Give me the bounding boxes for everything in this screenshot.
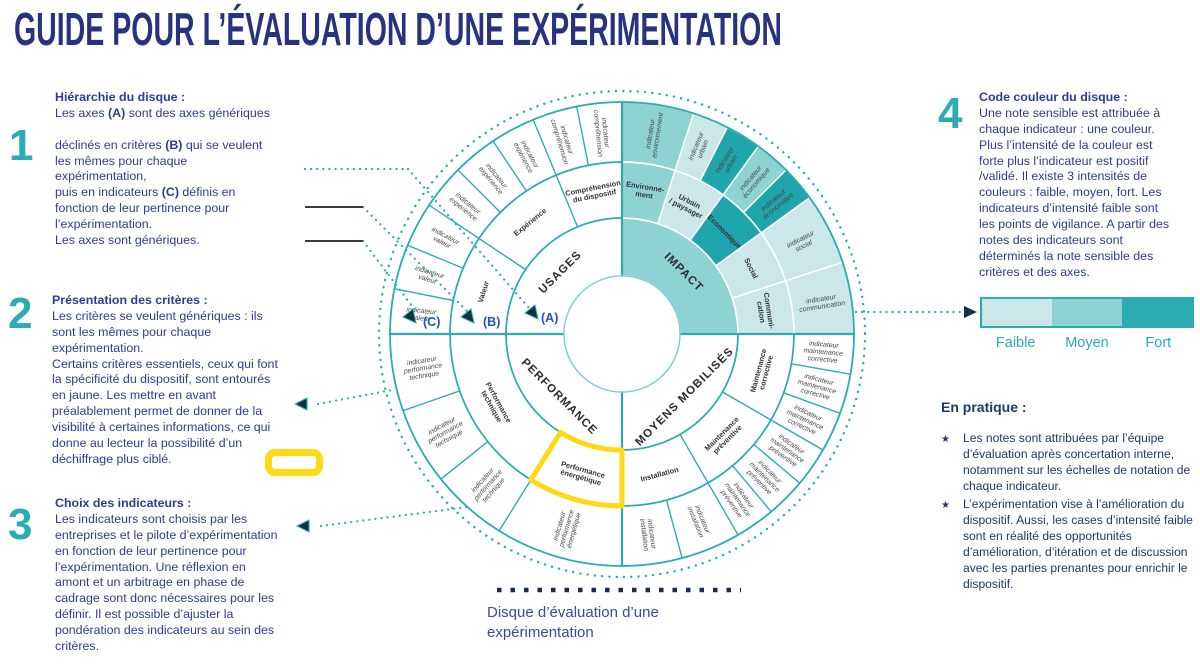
step-3-number: 3: [8, 500, 33, 549]
step-1-title: Hiérarchie du disque :: [55, 90, 186, 104]
step-4-title: Code couleur du disque :: [979, 90, 1128, 104]
disk-indicator-label: indicateurperformancetechnique: [401, 355, 444, 383]
en-pratique-list: ★ Les notes sont attribuées par l’équipe…: [941, 431, 1195, 593]
hierarchy-level-label: (C): [423, 315, 440, 329]
bullet-text: Les notes sont attribuées par l’équipe d…: [963, 431, 1191, 493]
ring-border: [621, 217, 739, 335]
arrowhead-icon: [460, 308, 475, 324]
legend-segment-fort: [1122, 299, 1192, 326]
bullet-text: L’expérimentation vise à l’amélioration …: [963, 496, 1193, 591]
step-4-text: Code couleur du disque : Une note sensib…: [979, 90, 1195, 281]
disk-criterion-label: Communi-cation: [754, 292, 777, 331]
hierarchy-level-label: (B): [483, 315, 500, 329]
disk-indicator-label: indicateurmaintenancecorrective: [803, 340, 844, 365]
step-3-body: Les indicateurs sont choisis par les ent…: [55, 511, 278, 653]
step-1-number: 1: [9, 121, 34, 170]
legend-label-moyen: Moyen: [1065, 335, 1109, 351]
step-2-body: Les critères se veulent génériques : ils…: [52, 308, 278, 466]
yellow-highlight-sample: [265, 449, 323, 476]
disk-criterion-label: Environne-ment: [624, 179, 665, 202]
step-1-body: Les axes (A) sont des axes génériques dé…: [55, 105, 270, 247]
legend-label-fort: Fort: [1145, 335, 1172, 351]
step-2-text: Présentation des critères : Les critères…: [52, 293, 320, 468]
star-bullet-icon: ★: [941, 434, 950, 445]
step-4-number: 4: [938, 89, 963, 138]
arrowhead-icon: [402, 308, 417, 324]
step-3-text: Choix des indicateurs : Les indicateurs …: [55, 496, 323, 655]
step-2-title: Présentation des critères :: [52, 293, 208, 307]
disk-caption: Disque d’évaluation d’une expérimentatio…: [487, 604, 659, 641]
disk-center-hole: [563, 275, 681, 393]
ring-border: [505, 217, 739, 451]
en-pratique-title: En pratique :: [941, 399, 1027, 415]
hierarchy-level-label: (A): [541, 311, 558, 325]
legend-labels: Faible Moyen Fort: [980, 335, 1194, 351]
en-pratique-section: En pratique : ★ Les notes sont attribuée…: [941, 399, 1195, 595]
legend-bar: [980, 297, 1194, 328]
step-2-number: 2: [8, 289, 33, 338]
ring-border: [621, 161, 795, 335]
legend-segment-moyen: [1052, 299, 1122, 326]
page-title: GUIDE POUR L’ÉVALUATION D’UNE EXPÉRIMENT…: [14, 3, 782, 55]
list-item: ★ L’expérimentation vise à l’amélioratio…: [941, 497, 1195, 593]
legend-label-faible: Faible: [995, 335, 1036, 351]
step-4-body: Une note sensible est attribuée à chaque…: [979, 105, 1170, 279]
dotted-ring: [377, 89, 867, 579]
disk-indicator-label: indicateurcompréhension: [592, 109, 611, 157]
step-1-text: Hiérarchie du disque : Les axes (A) sont…: [55, 90, 315, 249]
yellow-highlight-outline: [528, 429, 625, 509]
step-3-title: Choix des indicateurs :: [55, 496, 192, 510]
disk-indicator-label: indicateurinstallation: [638, 517, 657, 551]
color-scale-legend: Faible Moyen Fort: [980, 297, 1194, 351]
legend-segment-faible: [982, 299, 1052, 326]
star-bullet-icon: ★: [941, 499, 950, 511]
list-item: ★ Les notes sont attribuées par l’équipe…: [941, 431, 1195, 495]
arrowhead-icon: [964, 306, 977, 318]
